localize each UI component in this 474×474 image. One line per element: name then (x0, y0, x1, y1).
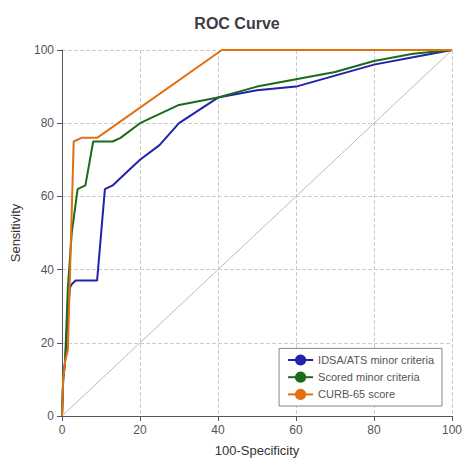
svg-text:60: 60 (41, 189, 55, 203)
svg-text:IDSA/ATS minor criteria: IDSA/ATS minor criteria (318, 354, 435, 366)
svg-text:0: 0 (59, 423, 66, 437)
svg-text:80: 80 (367, 423, 381, 437)
svg-text:Scored minor criteria: Scored minor criteria (318, 371, 420, 383)
svg-text:100: 100 (442, 423, 462, 437)
svg-text:0: 0 (47, 409, 54, 423)
svg-text:40: 40 (211, 423, 225, 437)
svg-text:80: 80 (41, 116, 55, 130)
svg-text:60: 60 (289, 423, 303, 437)
svg-text:20: 20 (133, 423, 147, 437)
svg-text:20: 20 (41, 336, 55, 350)
svg-text:ROC Curve: ROC Curve (194, 15, 279, 32)
svg-text:Sensitivity: Sensitivity (8, 203, 23, 262)
svg-text:100-Specificity: 100-Specificity (215, 443, 300, 458)
svg-text:CURB-65 score: CURB-65 score (318, 388, 395, 400)
svg-text:40: 40 (41, 263, 55, 277)
svg-text:100: 100 (34, 43, 54, 57)
